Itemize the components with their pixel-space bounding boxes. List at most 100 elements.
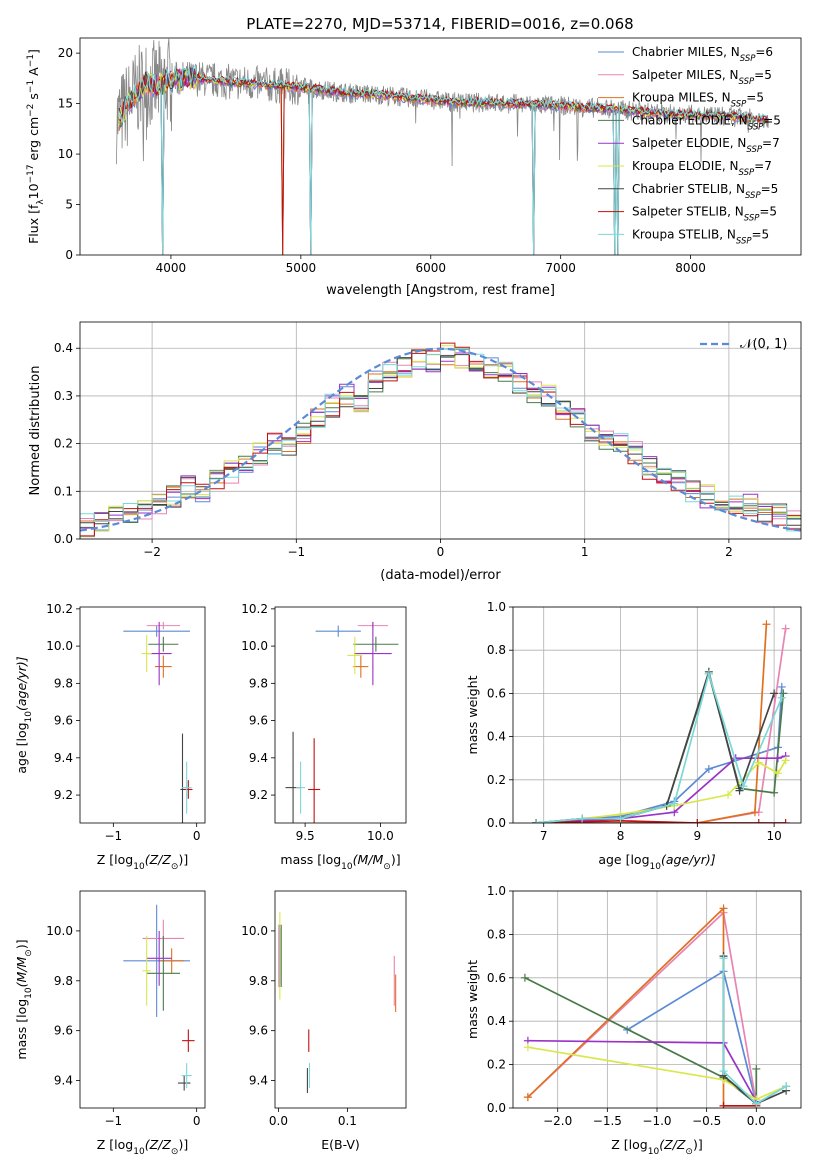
legend-suffix: =7	[754, 159, 772, 173]
legend-text: Salpeter STELIB, N	[632, 205, 744, 219]
axes-frame	[79, 890, 206, 1109]
label-part: ⊙	[24, 949, 34, 957]
weight-marker	[724, 790, 733, 799]
weight-marker	[752, 1064, 761, 1073]
label-part: erg cm	[26, 117, 41, 165]
legend-entry: Chabrier ELODIE, NSSP=5	[632, 113, 781, 132]
weight-marker	[532, 819, 541, 823]
y-tick-label: 1.0	[487, 600, 506, 614]
label-part: (M/M	[353, 852, 384, 867]
axes-frame	[512, 890, 802, 1109]
y-tick-label: 10.2	[241, 602, 268, 616]
x-tick-label: 1	[581, 545, 589, 559]
label-part: ]	[26, 49, 41, 54]
weight-vs-metallicity-panel: −2.0 −1.5 −1.0 −0.5 0.0 0.0 0.2 0.4 0.6 0.8 1.0 Z […	[465, 884, 802, 1157]
mass-vs-extinction-panel: 0.0 0.1 9.4 9.6 9.8 10.0 E(B-V)	[241, 890, 407, 1152]
legend-text: Salpeter ELODIE, N	[632, 136, 746, 150]
x-axis-label: Z [log10(Z/Z⊙)]	[97, 1137, 188, 1157]
x-tick-label: 9.5	[296, 829, 315, 843]
axes-frame	[79, 606, 206, 824]
weight-marker	[704, 669, 713, 678]
y-tick-label: 0	[65, 248, 73, 262]
gaussian-reference-curve	[80, 347, 801, 532]
plot-area	[278, 912, 397, 1094]
legend-entry: Kroupa MILES, NSSP=5	[632, 91, 764, 110]
label-part: mass [log	[14, 999, 29, 1060]
weight-marker	[782, 1082, 791, 1091]
x-axis-label: wavelength [Angstrom, rest frame]	[326, 283, 555, 298]
weight-marker	[777, 682, 786, 691]
label-part: 10	[24, 987, 34, 999]
y-tick-label: 9.4	[249, 1074, 268, 1088]
weight-marker	[719, 954, 728, 963]
residuals-panel: −2 −1 0 1 2 0.0 0.1 0.2 0.3 0.4 𝒩(0, 1) (data-model…	[28, 321, 802, 583]
y-tick-label: 0.0	[487, 1101, 506, 1115]
label-part: ⊙	[171, 862, 179, 872]
weight-marker	[719, 1101, 728, 1108]
label-part: 10	[341, 862, 353, 872]
weight-marker	[578, 814, 587, 823]
x-tick-label: 10	[766, 829, 781, 843]
y-tick-label: 1.0	[487, 884, 506, 898]
y-axis-label: Flux [fλ10−17 erg cm−2 s−1 A−1]	[26, 49, 46, 244]
label-part: )]	[391, 852, 401, 867]
legend-suffix: =5	[746, 91, 764, 105]
weight-marker	[781, 756, 790, 765]
y-tick-label: 0.2	[54, 437, 73, 451]
x-tick-label: −1	[104, 1114, 122, 1128]
weight-marker	[770, 689, 779, 698]
x-tick-label: 0.0	[269, 1114, 288, 1128]
x-axis-label: Z [log10(Z/Z⊙)]	[611, 1137, 702, 1157]
y-tick-label: 0.0	[54, 532, 73, 546]
y-tick-label: 10.0	[46, 924, 73, 938]
label-part: )]	[14, 939, 29, 949]
legend-entry: Kroupa STELIB, NSSP=5	[632, 227, 769, 246]
plot-area	[532, 620, 790, 823]
legend-suffix: =5	[759, 205, 777, 219]
spectrum-panel: 4000 5000 6000 7000 8000 0 5 10 15 20 wavelength […	[26, 37, 802, 298]
age-vs-mass-panel: 9.5 10.0 9.2 9.4 9.6 9.8 10.0 10.2 mass [log10(M…	[241, 602, 407, 872]
legend-text: Kroupa MILES, N	[632, 91, 731, 105]
x-tick-label: 7000	[545, 261, 576, 275]
label-part: age [log	[14, 722, 29, 773]
x-tick-label: 10.0	[367, 829, 394, 843]
weight-marker	[781, 624, 790, 633]
x-axis-label: E(B-V)	[321, 1137, 360, 1152]
label-part: )]	[178, 852, 188, 867]
y-tick-label: 15	[58, 97, 73, 111]
weight-series-line	[535, 686, 783, 823]
label-part: (Z/Z	[659, 1137, 686, 1152]
legend-sub: SSP	[736, 236, 752, 246]
weight-marker	[754, 819, 763, 823]
y-tick-label: 10.2	[46, 602, 73, 616]
mass-vs-metallicity-panel: −1 09.49.69.810.0Z [log10(Z/Z⊙)]mass [log…	[14, 890, 206, 1157]
legend-text: Kroupa ELODIE, N	[632, 159, 739, 173]
plot-area	[123, 904, 195, 1091]
x-axis-label: mass [log10(M/M⊙)]	[280, 852, 400, 872]
model-spectrum-line	[118, 66, 768, 255]
legend-suffix: =5	[761, 182, 779, 196]
label-part: A	[26, 67, 41, 80]
label-part: Flux [f	[26, 204, 41, 244]
y-tick-label: 0.0	[487, 816, 506, 830]
label-part: Z [log	[97, 1137, 133, 1152]
legend-sub: SSP	[740, 54, 756, 64]
weight-marker	[670, 799, 679, 808]
legend-sub: SSP	[748, 122, 764, 132]
label-part: Z [log	[611, 1137, 647, 1152]
x-tick-label: 8000	[675, 261, 706, 275]
y-tick-label: 0.2	[487, 773, 506, 787]
weight-series-line	[535, 668, 775, 823]
label-part: ⊙	[383, 862, 391, 872]
weight-series-line	[535, 819, 786, 823]
weight-marker	[773, 769, 782, 778]
weight-marker	[523, 1043, 532, 1052]
label-part: (M/M	[14, 957, 29, 988]
y-tick-label: 9.6	[249, 1024, 268, 1038]
x-tick-label: 6000	[415, 261, 446, 275]
x-tick-label: −2.0	[543, 1114, 572, 1128]
label-part: ⊙	[171, 1147, 179, 1157]
legend-entry: Chabrier MILES, NSSP=6	[632, 45, 773, 64]
